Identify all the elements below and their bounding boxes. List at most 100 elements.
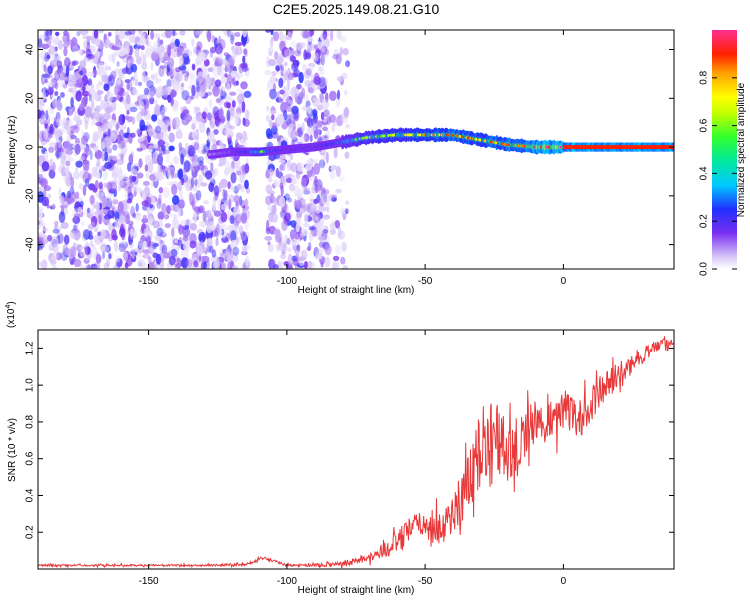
x-tick-label: -150 bbox=[139, 576, 159, 587]
noise-speckle bbox=[344, 151, 350, 159]
noise-speckle bbox=[117, 258, 123, 267]
noise-speckle bbox=[303, 261, 309, 269]
noise-speckle bbox=[329, 90, 337, 101]
noise-speckle bbox=[41, 196, 50, 207]
noise-speckle bbox=[138, 30, 142, 35]
noise-speckle bbox=[68, 74, 75, 83]
noise-speckle bbox=[95, 171, 101, 179]
noise-speckle bbox=[321, 134, 329, 141]
noise-speckle bbox=[76, 78, 84, 88]
noise-speckle bbox=[74, 191, 80, 199]
noise-speckle bbox=[167, 165, 171, 171]
noise-speckle bbox=[172, 67, 177, 76]
noise-speckle bbox=[99, 241, 106, 251]
noise-speckle bbox=[305, 160, 310, 166]
noise-speckle bbox=[275, 65, 280, 72]
noise-speckle bbox=[214, 79, 222, 88]
noise-speckle bbox=[72, 208, 79, 219]
noise-speckle bbox=[91, 93, 95, 101]
noise-speckle bbox=[218, 162, 223, 167]
noise-speckle bbox=[279, 232, 283, 244]
x-tick-label: 0 bbox=[561, 576, 567, 587]
noise-speckle bbox=[322, 117, 329, 123]
noise-speckle bbox=[84, 264, 92, 269]
noise-speckle bbox=[286, 119, 293, 128]
noise-speckle bbox=[103, 122, 110, 133]
noise-speckle bbox=[242, 136, 249, 142]
noise-speckle bbox=[86, 71, 95, 77]
colorbar-tick-label: 0.6 bbox=[699, 118, 710, 132]
noise-speckle bbox=[287, 197, 293, 203]
noise-speckle bbox=[103, 136, 111, 148]
noise-speckle bbox=[281, 220, 288, 232]
noise-speckle bbox=[145, 75, 148, 80]
noise-speckle bbox=[228, 166, 234, 174]
noise-speckle bbox=[51, 236, 59, 248]
noise-speckle bbox=[200, 235, 206, 240]
noise-speckle bbox=[49, 45, 56, 56]
noise-speckle bbox=[293, 68, 300, 78]
noise-speckle bbox=[116, 79, 122, 85]
noise-speckle bbox=[45, 109, 49, 121]
noise-speckle bbox=[196, 180, 201, 189]
noise-speckle bbox=[265, 30, 271, 33]
noise-speckle bbox=[81, 130, 85, 137]
noise-speckle bbox=[52, 162, 56, 172]
noise-speckle bbox=[103, 262, 110, 269]
noise-speckle bbox=[179, 55, 184, 67]
noise-speckle bbox=[168, 57, 175, 69]
noise-speckle bbox=[115, 38, 120, 49]
noise-speckle bbox=[156, 227, 164, 237]
noise-speckle bbox=[127, 60, 131, 69]
noise-speckle bbox=[265, 128, 272, 138]
noise-speckle bbox=[203, 59, 210, 67]
noise-speckle bbox=[154, 104, 161, 117]
noise-speckle bbox=[219, 253, 225, 258]
noise-speckle bbox=[273, 197, 278, 207]
noise-speckle bbox=[153, 99, 158, 106]
noise-speckle bbox=[294, 199, 303, 210]
noise-speckle bbox=[229, 107, 235, 117]
noise-speckle bbox=[187, 144, 195, 157]
noise-speckle bbox=[296, 123, 302, 129]
noise-speckle bbox=[136, 41, 141, 46]
noise-speckle bbox=[183, 241, 190, 252]
noise-speckle bbox=[49, 123, 54, 134]
x-tick-label: -150 bbox=[139, 276, 159, 287]
noise-speckle bbox=[164, 119, 170, 128]
noise-speckle bbox=[230, 34, 235, 45]
noise-speckle bbox=[63, 76, 69, 81]
noise-speckle bbox=[332, 53, 340, 60]
noise-speckle bbox=[171, 184, 178, 196]
noise-speckle bbox=[312, 108, 317, 121]
noise-speckle bbox=[109, 181, 117, 192]
noise-speckle bbox=[56, 67, 62, 75]
noise-speckle bbox=[72, 45, 79, 53]
noise-speckle bbox=[214, 227, 219, 237]
spectrogram-y-axis: -40 -20 0 20 40 bbox=[25, 44, 674, 252]
noise-speckle bbox=[314, 247, 320, 256]
noise-speckle bbox=[152, 252, 159, 259]
y-tick-label: 40 bbox=[25, 44, 36, 56]
noise-speckle bbox=[46, 54, 51, 60]
noise-speckle bbox=[239, 174, 245, 184]
noise-speckle bbox=[141, 62, 147, 70]
noise-speckle bbox=[183, 42, 187, 49]
noise-speckle bbox=[93, 30, 99, 39]
noise-speckle bbox=[158, 52, 164, 63]
noise-speckle bbox=[43, 64, 47, 72]
noise-speckle bbox=[128, 154, 132, 164]
noise-speckle bbox=[41, 222, 46, 227]
noise-speckle bbox=[243, 90, 252, 98]
noise-speckle bbox=[334, 220, 341, 229]
noise-speckle bbox=[142, 54, 147, 65]
noise-speckle bbox=[196, 245, 204, 256]
noise-speckle bbox=[138, 243, 144, 249]
noise-speckle bbox=[112, 144, 118, 151]
noise-speckle bbox=[38, 261, 43, 267]
noise-speckle bbox=[341, 241, 347, 252]
noise-speckle bbox=[119, 179, 127, 189]
noise-speckle bbox=[238, 225, 244, 235]
noise-speckle bbox=[132, 212, 136, 219]
